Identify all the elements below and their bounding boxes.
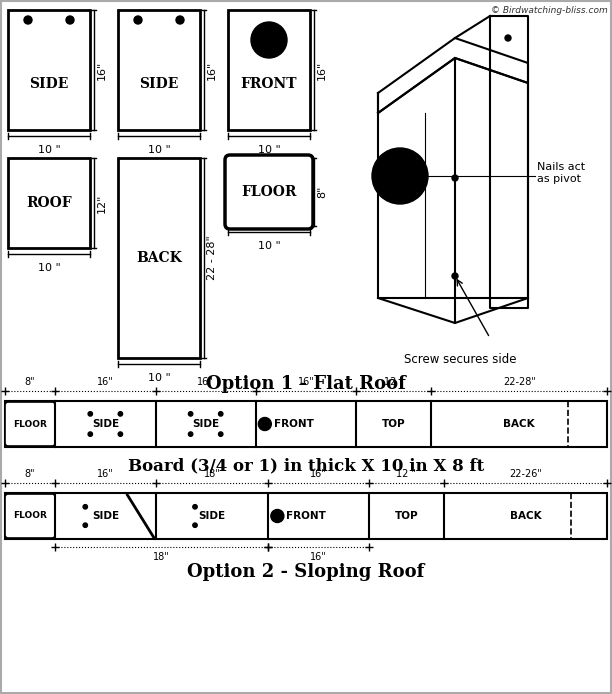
Circle shape [452, 273, 458, 279]
FancyBboxPatch shape [225, 155, 313, 229]
Circle shape [176, 16, 184, 24]
Text: 16": 16" [97, 60, 107, 80]
Text: 16": 16" [317, 60, 327, 80]
Text: Option 1 - Flat Roof: Option 1 - Flat Roof [206, 375, 406, 393]
Circle shape [193, 523, 197, 527]
Text: BACK: BACK [504, 419, 535, 429]
Text: TOP: TOP [382, 419, 406, 429]
Bar [118, 158, 200, 358]
Text: TOP: TOP [395, 511, 418, 521]
Bar [8, 10, 90, 130]
Circle shape [88, 432, 92, 437]
Text: 10 ": 10 " [37, 263, 61, 273]
Text: 10 ": 10 " [147, 145, 170, 155]
Text: FRONT: FRONT [274, 419, 314, 429]
Circle shape [218, 412, 223, 416]
Text: 12 ": 12 " [384, 377, 404, 387]
Bar [5, 401, 607, 447]
Bar [118, 10, 200, 130]
Text: © Birdwatching-bliss.com: © Birdwatching-bliss.com [491, 6, 608, 15]
Text: 22 - 28": 22 - 28" [207, 236, 217, 280]
Circle shape [88, 412, 92, 416]
Text: FRONT: FRONT [241, 78, 297, 92]
Text: 16": 16" [310, 469, 327, 479]
Circle shape [134, 16, 142, 24]
Text: Screw secures side: Screw secures side [404, 353, 517, 366]
Bar [5, 493, 607, 539]
Bar [8, 158, 90, 248]
FancyBboxPatch shape [5, 402, 55, 446]
Text: SIDE: SIDE [198, 511, 225, 521]
Circle shape [452, 175, 458, 181]
Text: ROOF: ROOF [26, 196, 72, 210]
Text: 18": 18" [204, 469, 220, 479]
Circle shape [188, 412, 193, 416]
Text: Nails act
as pivot: Nails act as pivot [537, 162, 585, 184]
Text: 8": 8" [317, 186, 327, 198]
Text: SIDE: SIDE [92, 511, 119, 521]
Text: 16": 16" [97, 377, 114, 387]
Circle shape [24, 16, 32, 24]
Circle shape [118, 412, 122, 416]
Text: FRONT: FRONT [286, 511, 326, 521]
Circle shape [258, 418, 271, 430]
Text: 16": 16" [297, 377, 315, 387]
Text: 16": 16" [97, 469, 114, 479]
Text: 16": 16" [310, 552, 327, 562]
Text: SIDE: SIDE [192, 419, 219, 429]
Text: Option 2 - Sloping Roof: Option 2 - Sloping Roof [187, 563, 425, 581]
Text: BACK: BACK [510, 511, 541, 521]
Text: 22-26": 22-26" [509, 469, 542, 479]
Circle shape [251, 22, 287, 58]
Text: 18": 18" [154, 552, 170, 562]
Text: FLOOR: FLOOR [13, 511, 47, 520]
Text: SIDE: SIDE [140, 78, 179, 92]
Text: SIDE: SIDE [92, 419, 119, 429]
Text: FLOOR: FLOOR [13, 419, 47, 428]
Text: 10 ": 10 " [258, 241, 280, 251]
Text: SIDE: SIDE [29, 78, 69, 92]
Text: 10 ": 10 " [258, 145, 280, 155]
Circle shape [271, 509, 284, 523]
Circle shape [66, 16, 74, 24]
Circle shape [218, 432, 223, 437]
Text: 10 ": 10 " [147, 373, 170, 383]
Circle shape [83, 523, 88, 527]
Circle shape [505, 35, 511, 41]
Circle shape [118, 432, 122, 437]
Text: 12 ": 12 " [397, 469, 416, 479]
Text: Board (3/4 or 1) in thick X 10 in X 8 ft: Board (3/4 or 1) in thick X 10 in X 8 ft [128, 457, 484, 474]
Circle shape [83, 505, 88, 509]
Text: BACK: BACK [136, 251, 182, 265]
Circle shape [372, 148, 428, 204]
Text: 8": 8" [24, 469, 35, 479]
Text: 16": 16" [197, 377, 214, 387]
Circle shape [193, 505, 197, 509]
Text: 8": 8" [24, 377, 35, 387]
FancyBboxPatch shape [5, 494, 55, 538]
Text: 12": 12" [97, 194, 107, 212]
Bar [228, 10, 310, 130]
Text: 16": 16" [207, 60, 217, 80]
Text: 22-28": 22-28" [503, 377, 536, 387]
Text: FLOOR: FLOOR [241, 185, 297, 199]
Circle shape [188, 432, 193, 437]
Text: 10 ": 10 " [37, 145, 61, 155]
